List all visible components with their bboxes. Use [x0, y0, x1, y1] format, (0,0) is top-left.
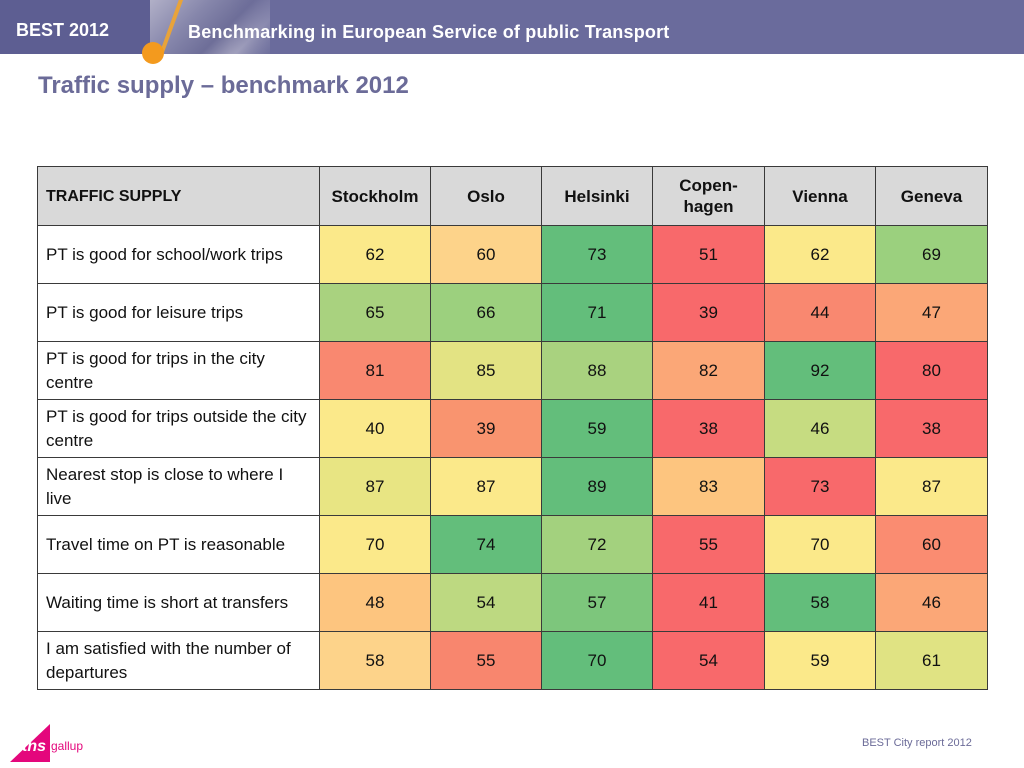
table-header-row: TRAFFIC SUPPLY Stockholm Oslo Helsinki Cope… [37, 166, 988, 226]
score-cell: 46 [875, 573, 988, 632]
score-cell: 85 [430, 341, 542, 400]
score-cell: 66 [430, 283, 542, 342]
header-title: Benchmarking in European Service of publ… [188, 22, 670, 42]
score-cell: 60 [430, 225, 542, 284]
score-cell: 92 [764, 341, 876, 400]
badge-background [0, 0, 150, 54]
score-cell: 55 [430, 631, 542, 690]
page-title: Traffic supply – benchmark 2012 [38, 72, 409, 99]
header-badge: BEST 2012 [16, 20, 110, 40]
score-cell: 73 [764, 457, 876, 516]
score-cell: 82 [652, 341, 765, 400]
score-cell: 40 [319, 399, 431, 458]
score-cell: 87 [430, 457, 542, 516]
score-cell: 39 [652, 283, 765, 342]
score-cell: 58 [319, 631, 431, 690]
score-cell: 58 [764, 573, 876, 632]
row-label: PT is good for trips outside the city ce… [37, 399, 320, 458]
score-cell: 59 [764, 631, 876, 690]
table-row: Nearest stop is close to where I live 87 8… [37, 457, 988, 516]
score-cell: 60 [875, 515, 988, 574]
column-header: Helsinki [541, 166, 653, 226]
score-cell: 48 [319, 573, 431, 632]
traffic-supply-table: TRAFFIC SUPPLY Stockholm Oslo Helsinki Cope… [37, 166, 988, 690]
score-cell: 59 [541, 399, 653, 458]
header-banner: BEST 2012 Benchmarking in European Servi… [0, 0, 1024, 54]
table-body: PT is good for school/work trips 62 60 73 51… [37, 225, 988, 690]
table-corner-label: TRAFFIC SUPPLY [37, 166, 320, 226]
score-cell: 57 [541, 573, 653, 632]
row-label: Nearest stop is close to where I live [37, 457, 320, 516]
column-header: Vienna [764, 166, 876, 226]
score-cell: 73 [541, 225, 653, 284]
header-photo-fade [230, 0, 310, 54]
score-cell: 39 [430, 399, 542, 458]
score-cell: 89 [541, 457, 653, 516]
score-cell: 81 [319, 341, 431, 400]
logo-gallup-text: gallup [51, 739, 84, 753]
score-cell: 88 [541, 341, 653, 400]
score-cell: 70 [764, 515, 876, 574]
table-row: I am satisfied with the number of depart… [37, 631, 988, 690]
row-label: Waiting time is short at transfers [37, 573, 320, 632]
score-cell: 61 [875, 631, 988, 690]
row-label: Travel time on PT is reasonable [37, 515, 320, 574]
table-row: PT is good for school/work trips 62 60 73 51… [37, 225, 988, 284]
score-cell: 54 [652, 631, 765, 690]
score-cell: 80 [875, 341, 988, 400]
score-cell: 51 [652, 225, 765, 284]
score-cell: 41 [652, 573, 765, 632]
table-row: PT is good for trips outside the city ce… [37, 399, 988, 458]
column-header: Copen- hagen [652, 166, 765, 226]
row-label: I am satisfied with the number of depart… [37, 631, 320, 690]
score-cell: 74 [430, 515, 542, 574]
logo-shape [10, 724, 50, 762]
score-cell: 87 [875, 457, 988, 516]
score-cell: 54 [430, 573, 542, 632]
score-cell: 62 [764, 225, 876, 284]
column-header: Oslo [430, 166, 542, 226]
score-cell: 70 [319, 515, 431, 574]
score-cell: 71 [541, 283, 653, 342]
row-label: PT is good for school/work trips [37, 225, 320, 284]
table-row: Waiting time is short at transfers 48 54 57… [37, 573, 988, 632]
score-cell: 87 [319, 457, 431, 516]
score-cell: 55 [652, 515, 765, 574]
accent-dot [142, 42, 164, 64]
score-cell: 62 [319, 225, 431, 284]
table-row: PT is good for leisure trips 65 66 71 39 44 47 [37, 283, 988, 342]
table-row: Travel time on PT is reasonable 70 74 72 55 7… [37, 515, 988, 574]
table-row: PT is good for trips in the city centre 8… [37, 341, 988, 400]
score-cell: 72 [541, 515, 653, 574]
score-cell: 44 [764, 283, 876, 342]
score-cell: 69 [875, 225, 988, 284]
row-label: PT is good for trips in the city centre [37, 341, 320, 400]
score-cell: 70 [541, 631, 653, 690]
score-cell: 38 [875, 399, 988, 458]
row-label: PT is good for leisure trips [37, 283, 320, 342]
score-cell: 47 [875, 283, 988, 342]
score-cell: 46 [764, 399, 876, 458]
column-header: Geneva [875, 166, 988, 226]
logo-text: tns [22, 738, 46, 755]
footer-report-label: BEST City report 2012 [862, 737, 972, 749]
column-header: Stockholm [319, 166, 431, 226]
score-cell: 38 [652, 399, 765, 458]
score-cell: 65 [319, 283, 431, 342]
tns-logo: tns [10, 724, 50, 762]
score-cell: 83 [652, 457, 765, 516]
